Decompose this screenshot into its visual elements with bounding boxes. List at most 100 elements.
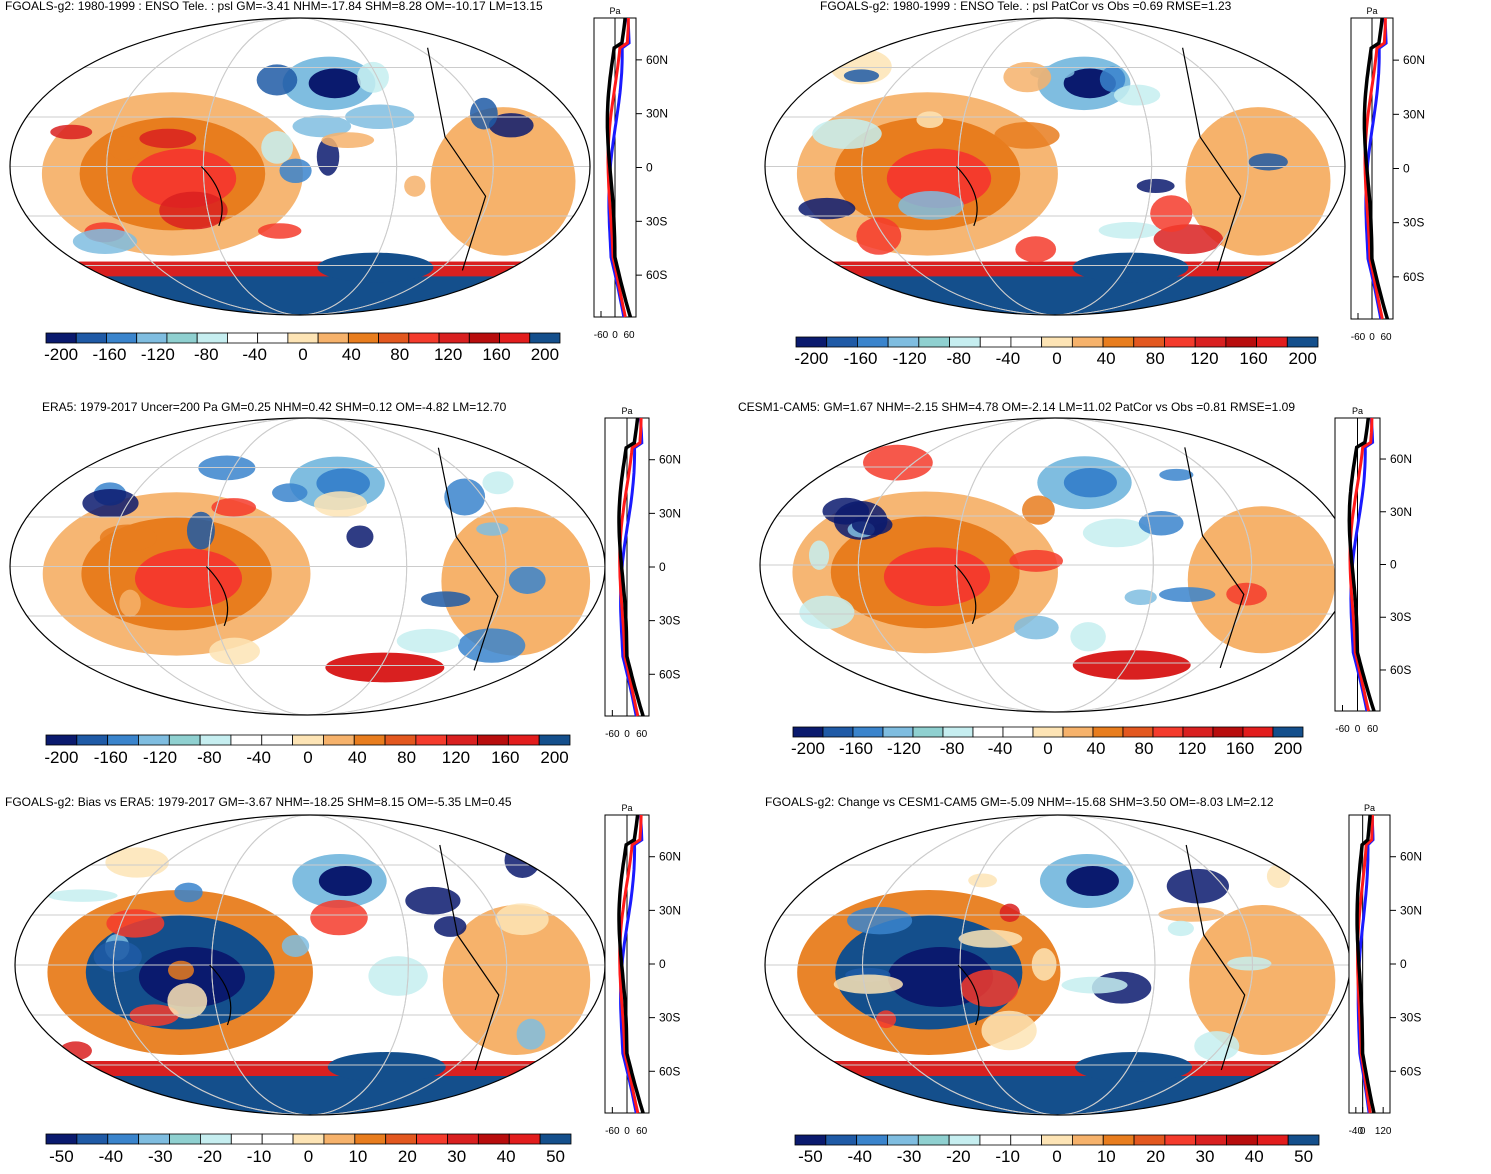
colorbar-tick-label: 40 bbox=[1097, 349, 1116, 368]
profile-x-tick-label: 60 bbox=[636, 729, 648, 740]
colorbar-swatch bbox=[1152, 726, 1184, 738]
profile-curve bbox=[1347, 417, 1376, 712]
profile-curve bbox=[1355, 814, 1376, 1114]
colorbar-tick-label: -50 bbox=[49, 1147, 74, 1166]
profile-x-tick-label: 60 bbox=[623, 330, 635, 341]
colorbar-swatch bbox=[199, 734, 232, 746]
colorbar-tick-label: 0 bbox=[304, 1147, 313, 1166]
colorbar-swatch bbox=[45, 734, 78, 746]
profile-lat-label: 0 bbox=[1400, 957, 1407, 971]
colorbar-swatch bbox=[538, 734, 571, 746]
colorbar-swatch bbox=[292, 734, 324, 746]
colorbar-tick-label: 40 bbox=[348, 748, 367, 767]
colorbar-swatch bbox=[347, 332, 379, 344]
colorbar: -200 -160 -120 -80 -40 0 40 80 120 160 200 bbox=[791, 726, 1304, 758]
colorbar-tick-label: 80 bbox=[1146, 349, 1165, 368]
colorbar-swatch bbox=[1041, 336, 1073, 348]
colorbar-swatch bbox=[438, 332, 470, 344]
profile-lat-label: 60N bbox=[1390, 452, 1412, 466]
profile-lat-label: 60S bbox=[659, 1064, 680, 1078]
profile-lat-label: 30N bbox=[646, 107, 668, 121]
zonal-profile: Pa 60N 30N 0 30S 60S -60 0 60 bbox=[1334, 406, 1412, 735]
colorbar-swatch bbox=[1062, 726, 1094, 738]
profile-lat-label: 60N bbox=[1400, 850, 1422, 864]
colorbar-swatch bbox=[1272, 726, 1304, 738]
colorbar-swatch bbox=[1212, 726, 1244, 738]
colorbar-swatch bbox=[385, 1133, 417, 1145]
profile-lat-label: 60S bbox=[659, 667, 680, 681]
colorbar-tick-label: 50 bbox=[1294, 1147, 1313, 1166]
profile-x-tick-label: 60 bbox=[636, 1126, 648, 1137]
colorbar-tick-label: 120 bbox=[442, 748, 470, 767]
profile-unit-label: Pa bbox=[621, 803, 632, 813]
profile-x-tick-label: 0 bbox=[624, 1126, 630, 1137]
profile-lat-label: 30N bbox=[1390, 505, 1412, 519]
colorbar-swatch bbox=[1182, 726, 1214, 738]
profile-lat-label: 60N bbox=[646, 53, 668, 67]
colorbar-swatch bbox=[529, 332, 561, 344]
colorbar-swatch bbox=[257, 332, 289, 344]
colorbar-tick-label: -80 bbox=[194, 345, 219, 364]
colorbar-swatch bbox=[1133, 336, 1165, 348]
colorbar-tick-label: -20 bbox=[197, 1147, 222, 1166]
colorbar-tick-label: 40 bbox=[1087, 739, 1106, 758]
colorbar-tick-label: 200 bbox=[1288, 349, 1316, 368]
profile-lat-label: 0 bbox=[646, 161, 653, 175]
colorbar-swatch bbox=[230, 734, 263, 746]
profile-unit-label: Pa bbox=[621, 406, 632, 416]
profile-lat-label: 30S bbox=[659, 614, 680, 628]
colorbar-swatch bbox=[106, 332, 138, 344]
colorbar-swatch bbox=[1010, 1134, 1042, 1146]
profile-lat-label: 30S bbox=[1403, 216, 1424, 230]
panel-4: CESM1-CAM5: GM=1.67 NHM=-2.15 SHM=4.78 O… bbox=[738, 400, 1412, 758]
colorbar-swatch bbox=[942, 726, 974, 738]
colorbar-swatch bbox=[1287, 1134, 1320, 1146]
colorbar-tick-label: 0 bbox=[1043, 739, 1052, 758]
colorbar-swatch bbox=[1010, 336, 1043, 348]
colorbar-tick-label: 20 bbox=[1146, 1147, 1165, 1166]
panel-title: CESM1-CAM5: GM=1.67 NHM=-2.15 SHM=4.78 O… bbox=[738, 400, 1295, 414]
map-field bbox=[765, 18, 1345, 315]
colorbar-swatch bbox=[1256, 336, 1288, 348]
profile-lat-label: 60S bbox=[1390, 663, 1411, 677]
colorbar-tick-label: 40 bbox=[497, 1147, 516, 1166]
colorbar-swatch bbox=[230, 1133, 263, 1145]
profile-lat-label: 0 bbox=[1403, 162, 1410, 176]
colorbar-tick-label: 10 bbox=[1097, 1147, 1116, 1166]
colorbar-tick-label: 120 bbox=[1190, 349, 1218, 368]
panel-1: FGOALS-g2: 1980-1999 : ENSO Tele. : psl … bbox=[5, 0, 668, 364]
colorbar-swatch bbox=[200, 1133, 232, 1145]
colorbar-swatch bbox=[287, 332, 319, 344]
map-field bbox=[765, 815, 1350, 1115]
colorbar-tick-label: -120 bbox=[143, 748, 177, 767]
colorbar-tick-label: 80 bbox=[397, 748, 416, 767]
colorbar-tick-label: 200 bbox=[540, 748, 568, 767]
colorbar-swatch bbox=[539, 1133, 572, 1145]
colorbar-swatch bbox=[507, 734, 540, 746]
colorbar-tick-label: 30 bbox=[447, 1147, 466, 1166]
profile-curve bbox=[1348, 417, 1374, 712]
colorbar-tick-label: -160 bbox=[94, 748, 128, 767]
profile-curve bbox=[1363, 17, 1387, 320]
profile-unit-label: Pa bbox=[1364, 803, 1375, 813]
colorbar-swatch bbox=[912, 726, 944, 738]
colorbar-swatch bbox=[795, 336, 828, 348]
colorbar: -50 -40 -30 -20 -10 0 10 20 30 40 50 bbox=[794, 1134, 1320, 1166]
profile-x-tick-label: -60 bbox=[594, 330, 609, 341]
colorbar-tick-label: -40 bbox=[246, 748, 271, 767]
colorbar: -200 -160 -120 -80 -40 0 40 80 120 160 200 bbox=[794, 336, 1319, 368]
colorbar-swatch bbox=[138, 1133, 170, 1145]
profile-x-tick-label: 120 bbox=[1375, 1126, 1392, 1137]
colorbar-swatch bbox=[499, 332, 531, 344]
colorbar-tick-label: -80 bbox=[940, 739, 965, 758]
colorbar-tick-label: -200 bbox=[44, 345, 78, 364]
colorbar-swatch bbox=[45, 332, 77, 344]
colorbar-swatch bbox=[508, 1133, 541, 1145]
colorbar-tick-label: 20 bbox=[398, 1147, 417, 1166]
colorbar-swatch bbox=[1071, 336, 1104, 348]
colorbar-tick-label: 10 bbox=[348, 1147, 367, 1166]
profile-curve bbox=[605, 17, 633, 318]
profile-x-tick-label: -60 bbox=[605, 1126, 620, 1137]
colorbar-swatch bbox=[822, 726, 854, 738]
